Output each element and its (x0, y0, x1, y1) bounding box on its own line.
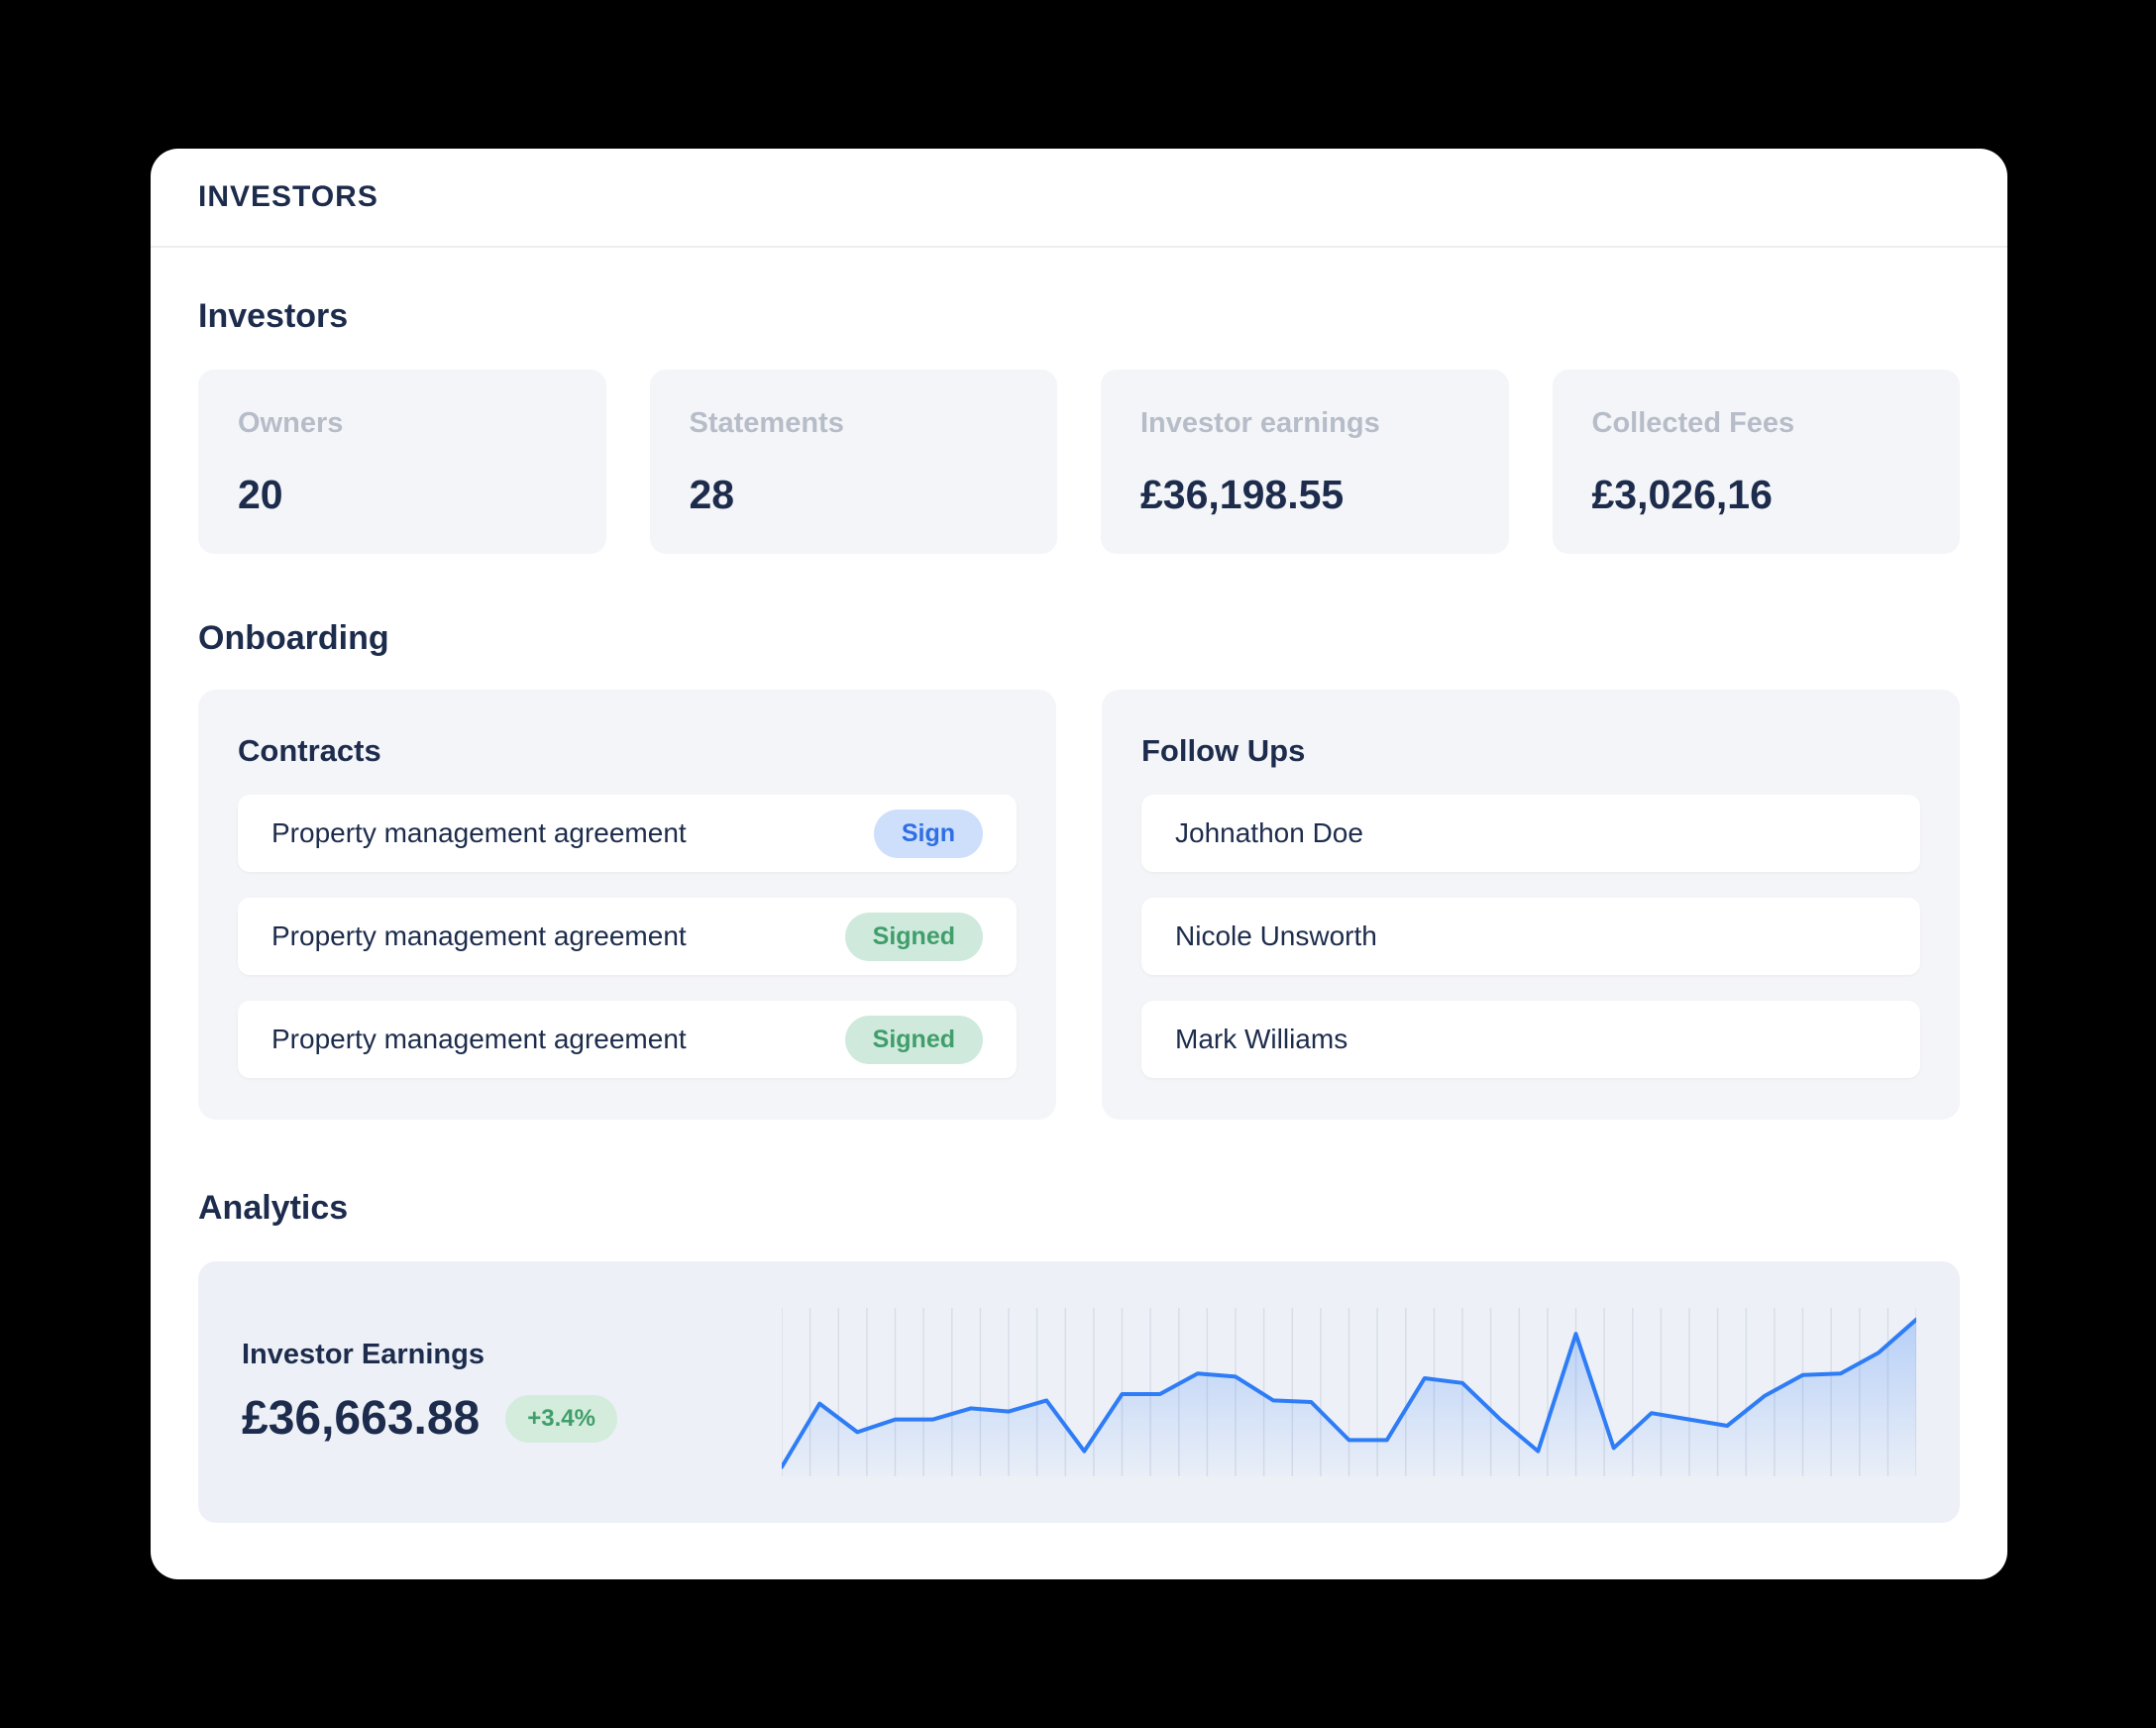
onboarding-panels: Contracts Property management agreement … (198, 690, 1960, 1120)
follow-up-row[interactable]: Johnathon Doe (1141, 795, 1920, 872)
app-header-title: INVESTORS (198, 180, 378, 213)
stat-card-investor-earnings: Investor earnings £36,198.55 (1101, 370, 1509, 554)
stat-value: 28 (689, 472, 735, 517)
contract-row[interactable]: Property management agreement Signed (238, 1001, 1017, 1078)
follow-up-name: Nicole Unsworth (1175, 920, 1377, 951)
contract-label: Property management agreement (271, 1024, 687, 1054)
investors-section-title: Investors (198, 297, 349, 335)
follow-up-row[interactable]: Mark Williams (1141, 1001, 1920, 1078)
stat-value: £3,026,16 (1591, 472, 1773, 517)
stat-card-owners: Owners 20 (198, 370, 606, 554)
contract-row[interactable]: Property management agreement Signed (238, 898, 1017, 975)
stat-value: £36,198.55 (1140, 472, 1345, 517)
stat-value: 20 (238, 472, 283, 517)
follow-ups-panel-title: Follow Ups (1141, 733, 1306, 768)
earnings-value-row: £36,663.88 +3.4% (242, 1391, 782, 1446)
analytics-section-title: Analytics (198, 1189, 349, 1227)
earnings-label: Investor Earnings (242, 1339, 485, 1370)
stat-label: Collected Fees (1591, 407, 1795, 439)
main-content: Investors Owners 20 Statements 28 Invest… (151, 248, 2007, 1523)
stat-label: Statements (689, 407, 844, 439)
contracts-panel-title: Contracts (238, 733, 381, 768)
contracts-panel: Contracts Property management agreement … (198, 690, 1056, 1120)
analytics-card: Investor Earnings £36,663.88 +3.4% (198, 1261, 1960, 1523)
follow-up-name: Mark Williams (1175, 1024, 1348, 1054)
earnings-chart (782, 1308, 1916, 1476)
stats-row: Owners 20 Statements 28 Investor earning… (198, 370, 1960, 554)
stat-label: Owners (238, 407, 344, 439)
stat-card-collected-fees: Collected Fees £3,026,16 (1552, 370, 1960, 554)
contract-row[interactable]: Property management agreement Sign (238, 795, 1017, 872)
signed-badge: Signed (844, 1015, 983, 1064)
signed-badge: Signed (844, 912, 983, 961)
stat-card-statements: Statements 28 (649, 370, 1057, 554)
stat-label: Investor earnings (1140, 407, 1380, 439)
follow-up-name: Johnathon Doe (1175, 817, 1363, 848)
earnings-change-badge: +3.4% (505, 1394, 617, 1443)
earnings-value: £36,663.88 (242, 1392, 481, 1445)
contract-label: Property management agreement (271, 920, 687, 951)
investors-app-card: INVESTORS Investors Owners 20 Statements… (151, 149, 2007, 1579)
onboarding-section-title: Onboarding (198, 619, 389, 657)
earnings-info: Investor Earnings £36,663.88 +3.4% (242, 1339, 782, 1446)
app-header: INVESTORS (151, 149, 2007, 248)
follow-up-row[interactable]: Nicole Unsworth (1141, 898, 1920, 975)
contract-label: Property management agreement (271, 817, 687, 848)
sign-badge[interactable]: Sign (873, 809, 983, 858)
follow-ups-panel: Follow Ups Johnathon Doe Nicole Unsworth… (1102, 690, 1960, 1120)
